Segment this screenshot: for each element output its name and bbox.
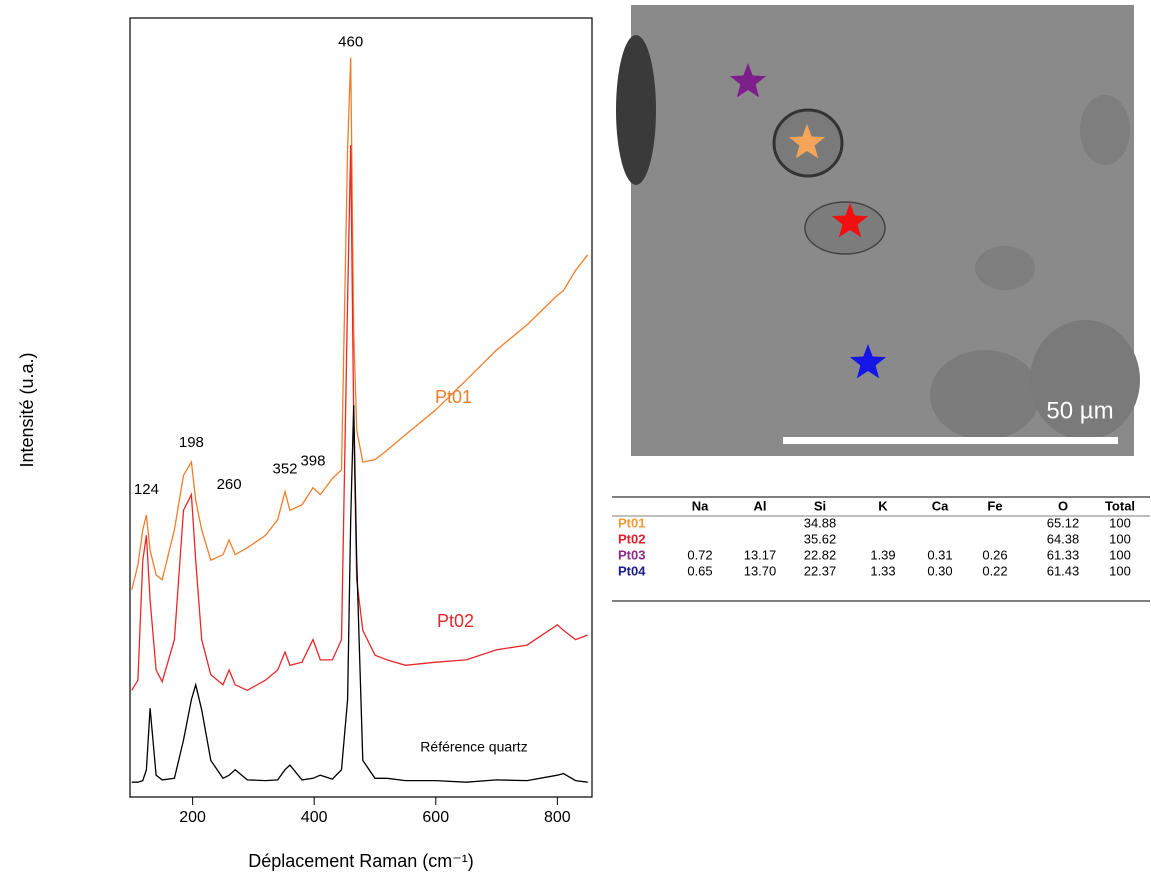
table-cell: 100: [1109, 515, 1131, 530]
row-label: Pt01: [618, 515, 645, 530]
column-header: Fe: [987, 498, 1002, 513]
table-cell: 100: [1109, 563, 1131, 578]
table-cell: 1.39: [870, 547, 895, 562]
marker-star: [831, 203, 869, 238]
series-label: Pt01: [435, 387, 472, 407]
spectrum-line: [131, 405, 588, 783]
table: Na Al Si K Ca Fe O Total Pt01 34.88 65.12 100 Pt02 35…: [612, 496, 1150, 602]
table-cell: 65.12: [1047, 515, 1080, 530]
table-cell: 0.31: [927, 547, 952, 562]
table-cell: 100: [1109, 531, 1131, 546]
sem-image: 50 µm: [616, 5, 1140, 456]
marker-star: [729, 63, 767, 98]
table-cell: 64.38: [1047, 531, 1080, 546]
table-cell: 61.33: [1047, 547, 1080, 562]
row-label: Pt04: [618, 563, 646, 578]
x-tick-label: 200: [179, 809, 206, 826]
table-cell: 13.17: [744, 547, 777, 562]
row-label: Pt03: [618, 547, 645, 562]
table-cell: 34.88: [804, 515, 837, 530]
column-header: O: [1058, 498, 1068, 513]
peak-label: 198: [179, 434, 204, 451]
x-axis-label: Déplacement Raman (cm⁻¹): [248, 851, 474, 871]
table-cell: 0.26: [982, 547, 1007, 562]
x-tick-label: 600: [422, 809, 449, 826]
table-cell: 0.72: [687, 547, 712, 562]
plot-frame: [129, 17, 593, 798]
table-cell: 35.62: [804, 531, 837, 546]
x-tick-label: 400: [301, 809, 328, 826]
column-header: Na: [692, 498, 709, 513]
series-label: Référence quartz: [420, 739, 527, 755]
peak-label: 460: [338, 34, 363, 51]
table-cell: 13.70: [744, 563, 777, 578]
table-cell: 0.30: [927, 563, 952, 578]
marker-star: [788, 124, 826, 159]
plot: 200 400 600 800 Pt01 Pt02 Référence quartz 124 1…: [131, 34, 589, 826]
sem-feature: [975, 246, 1035, 290]
table-cell: 22.37: [804, 563, 837, 578]
column-header: Si: [814, 498, 826, 513]
marker-star: [849, 344, 887, 379]
table-cell: 61.43: [1047, 563, 1080, 578]
row-label: Pt02: [618, 531, 645, 546]
sem-feature: [1080, 95, 1130, 165]
table-cell: 0.65: [687, 563, 712, 578]
y-axis-label: Intensité (u.a.): [17, 352, 37, 467]
scale-label: 50 µm: [1046, 397, 1113, 424]
table-cell: 100: [1109, 547, 1131, 562]
sem-feature: [1030, 320, 1140, 440]
column-header: Total: [1105, 498, 1135, 513]
table-cell: 0.22: [982, 563, 1007, 578]
peak-label: 260: [217, 476, 242, 493]
column-header: Al: [754, 498, 767, 513]
sem-feature: [616, 35, 656, 185]
spectrum-line: [131, 144, 588, 692]
peak-label: 124: [134, 481, 159, 498]
column-header: Ca: [932, 498, 949, 513]
spectrum-line: [131, 57, 589, 590]
x-tick-label: 800: [544, 809, 571, 826]
table-cell: 1.33: [870, 563, 895, 578]
peak-label: 352: [272, 461, 297, 478]
sem-feature: [930, 350, 1040, 440]
table-cell: 22.82: [804, 547, 837, 562]
scale-bar: [783, 437, 1118, 444]
series-label: Pt02: [437, 611, 474, 631]
column-header: K: [878, 498, 888, 513]
peak-label: 398: [300, 453, 325, 470]
